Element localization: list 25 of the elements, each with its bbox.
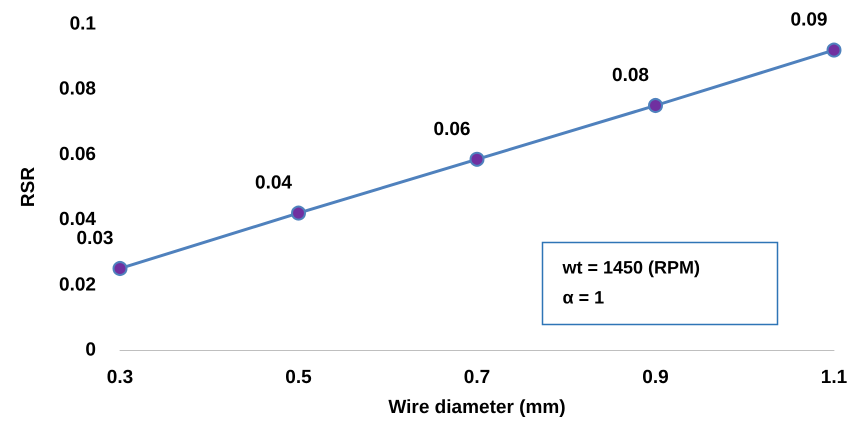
y-axis-title: RSR bbox=[18, 166, 39, 208]
data-label: 0.06 bbox=[434, 118, 470, 140]
point bbox=[648, 98, 663, 113]
point bbox=[291, 206, 306, 221]
data-label: 0.04 bbox=[255, 172, 292, 194]
y-tick-label: 0.1 bbox=[70, 14, 96, 34]
x-tick-label: 1.1 bbox=[820, 367, 848, 388]
data-label: 0.09 bbox=[790, 10, 828, 31]
point bbox=[112, 261, 128, 276]
x-axis-title: Wire diameter (mm) bbox=[388, 397, 566, 418]
point bbox=[826, 42, 842, 58]
x-tick-label: 0.3 bbox=[106, 367, 134, 388]
data-label: 0.08 bbox=[612, 65, 649, 86]
x-tick-label: 0.9 bbox=[642, 367, 669, 388]
y-tick-label: 0.06 bbox=[59, 144, 96, 165]
annotation: α = 1 bbox=[562, 288, 604, 308]
x-tick-label: 0.5 bbox=[285, 367, 312, 388]
y-tick-label: 0.08 bbox=[59, 78, 96, 100]
point bbox=[470, 152, 484, 167]
y-tick-label: 0.02 bbox=[59, 274, 96, 296]
data-label: 0.03 bbox=[76, 228, 114, 249]
y-tick-label: 0.04 bbox=[59, 209, 96, 230]
y-tick-label: 0 bbox=[85, 340, 96, 360]
annotation: wt = 1450 (RPM) bbox=[562, 258, 700, 278]
x-tick-label: 0.7 bbox=[464, 367, 490, 388]
